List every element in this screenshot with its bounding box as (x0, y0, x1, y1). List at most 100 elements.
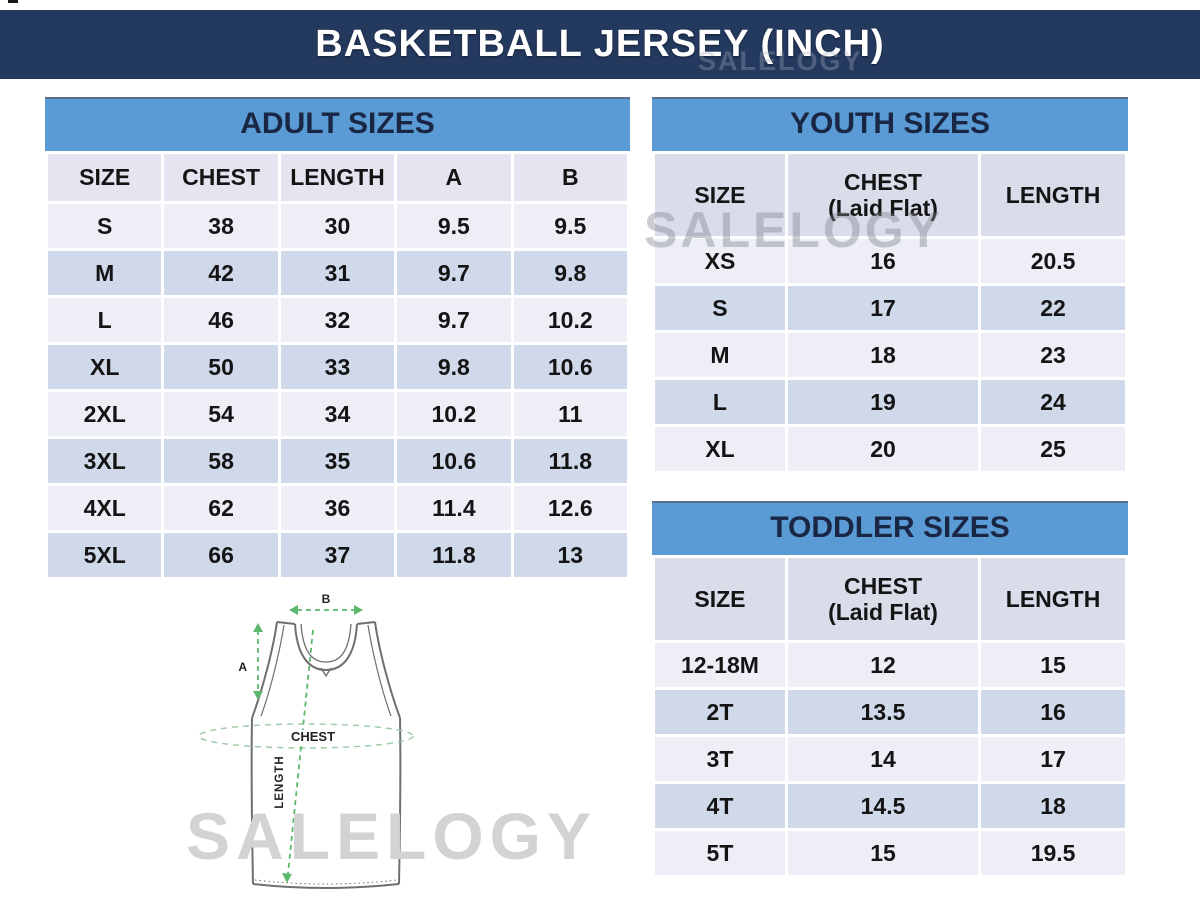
youth-sizes-table: YOUTH SIZES SIZE CHEST (Laid Flat) LENGTH … (652, 97, 1128, 474)
youth-sizes-header-row: SIZE CHEST (Laid Flat) LENGTH (655, 154, 1125, 236)
table-cell: 9.5 (397, 204, 511, 248)
table-row: XL 20 25 (655, 427, 1125, 471)
table-row: XS 16 20.5 (655, 239, 1125, 283)
table-row: 3T 14 17 (655, 737, 1125, 781)
table-cell: L (48, 298, 162, 342)
table-cell: 62 (164, 486, 278, 530)
column-header: LENGTH (280, 154, 395, 201)
table-row: L 46 32 9.7 10.2 (48, 298, 627, 342)
table-cell: 50 (164, 345, 278, 389)
label-a: A (238, 660, 247, 674)
table-cell: 38 (164, 204, 278, 248)
chest-measure-ellipse (198, 723, 414, 749)
table-cell: 10.6 (513, 345, 627, 389)
table-cell: L (655, 380, 785, 424)
table-cell: 36 (280, 486, 395, 530)
table-cell: 16 (981, 690, 1125, 734)
table-cell: 18 (787, 333, 979, 377)
table-cell: 18 (981, 784, 1125, 828)
column-header: B (513, 154, 627, 201)
youth-sizes-title: YOUTH SIZES (652, 97, 1128, 151)
table-cell: 13 (513, 533, 627, 577)
column-header: CHEST (Laid Flat) (787, 558, 979, 640)
table-cell: 17 (981, 737, 1125, 781)
label-chest: CHEST (291, 729, 335, 744)
adult-sizes-header-row: SIZE CHEST LENGTH A B (48, 154, 627, 201)
table-row: XL 50 33 9.8 10.6 (48, 345, 627, 389)
table-cell: 4T (655, 784, 785, 828)
jersey-diagram-svg: B A LENGTH CHEST (198, 592, 414, 889)
toddler-sizes-header-row: SIZE CHEST (Laid Flat) LENGTH (655, 558, 1125, 640)
table-row: L 19 24 (655, 380, 1125, 424)
table-cell: 19.5 (981, 831, 1125, 875)
table-cell: 12-18M (655, 643, 785, 687)
table-cell: 20.5 (981, 239, 1125, 283)
table-row: 2T 13.5 16 (655, 690, 1125, 734)
arrowhead-b-left (289, 605, 298, 615)
measure-arrow-length (287, 629, 314, 875)
table-cell: 5T (655, 831, 785, 875)
toddler-sizes-grid: SIZE CHEST (Laid Flat) LENGTH 12-18M 12 15 2T… (652, 555, 1128, 878)
table-cell: 4XL (48, 486, 162, 530)
table-cell: 11 (513, 392, 627, 436)
table-cell: 35 (280, 439, 395, 483)
table-cell: 10.2 (513, 298, 627, 342)
toddler-sizes-table: TODDLER SIZES SIZE CHEST (Laid Flat) LENGT… (652, 501, 1128, 878)
table-cell: 9.7 (397, 298, 511, 342)
label-b: B (322, 592, 331, 606)
table-cell: 46 (164, 298, 278, 342)
table-cell: 11.8 (397, 533, 511, 577)
table-cell: 14 (787, 737, 979, 781)
table-row: 4XL 62 36 11.4 12.6 (48, 486, 627, 530)
arrowhead-a-bottom (253, 691, 263, 700)
table-cell: XL (48, 345, 162, 389)
table-cell: S (655, 286, 785, 330)
table-row: 5XL 66 37 11.8 13 (48, 533, 627, 577)
table-row: 12-18M 12 15 (655, 643, 1125, 687)
table-cell: 12.6 (513, 486, 627, 530)
table-cell: M (655, 333, 785, 377)
table-cell: 54 (164, 392, 278, 436)
table-cell: 23 (981, 333, 1125, 377)
table-cell: XS (655, 239, 785, 283)
column-header: SIZE (655, 154, 785, 236)
toddler-sizes-title: TODDLER SIZES (652, 501, 1128, 555)
table-cell: 9.8 (513, 251, 627, 295)
column-header: LENGTH (981, 558, 1125, 640)
table-cell: 15 (981, 643, 1125, 687)
table-row: S 17 22 (655, 286, 1125, 330)
table-cell: XL (655, 427, 785, 471)
table-cell: 13.5 (787, 690, 979, 734)
column-header: A (397, 154, 511, 201)
table-cell: 17 (787, 286, 979, 330)
adult-sizes-title: ADULT SIZES (45, 97, 630, 151)
column-header: SIZE (655, 558, 785, 640)
table-row: 2XL 54 34 10.2 11 (48, 392, 627, 436)
table-cell: 16 (787, 239, 979, 283)
table-cell: 2T (655, 690, 785, 734)
page-header-bar: BASKETBALL JERSEY (INCH) (0, 10, 1200, 79)
table-cell: 9.5 (513, 204, 627, 248)
table-row: M 18 23 (655, 333, 1125, 377)
jersey-measurement-diagram: B A LENGTH CHEST (185, 592, 420, 894)
table-cell: 10.2 (397, 392, 511, 436)
table-row: M 42 31 9.7 9.8 (48, 251, 627, 295)
table-cell: 19 (787, 380, 979, 424)
scan-artifact-mark (8, 0, 18, 3)
table-cell: M (48, 251, 162, 295)
table-cell: 11.8 (513, 439, 627, 483)
table-cell: 24 (981, 380, 1125, 424)
table-cell: 37 (280, 533, 395, 577)
table-cell: 3T (655, 737, 785, 781)
table-cell: 20 (787, 427, 979, 471)
column-header: LENGTH (981, 154, 1125, 236)
table-cell: 33 (280, 345, 395, 389)
table-cell: 2XL (48, 392, 162, 436)
column-header: CHEST (Laid Flat) (787, 154, 979, 236)
table-cell: 14.5 (787, 784, 979, 828)
table-row: 4T 14.5 18 (655, 784, 1125, 828)
table-cell: 58 (164, 439, 278, 483)
table-cell: 9.7 (397, 251, 511, 295)
table-cell: 12 (787, 643, 979, 687)
arrowhead-length-bottom (282, 873, 292, 883)
